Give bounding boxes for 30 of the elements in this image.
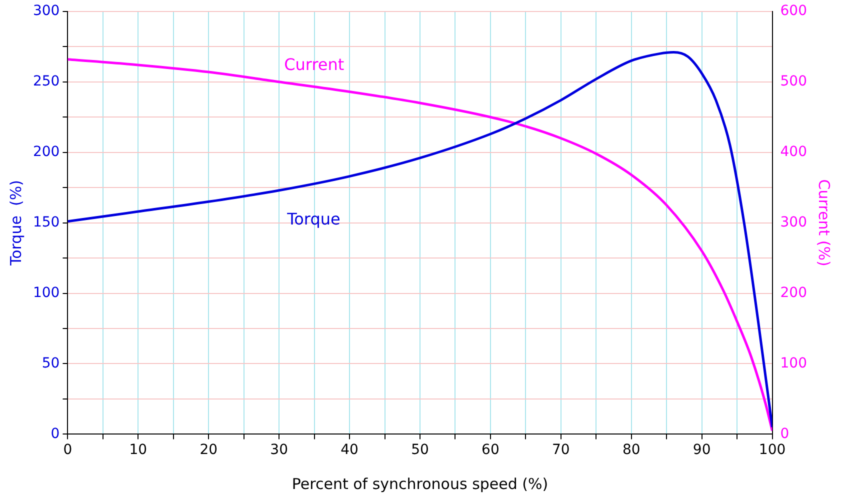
y2-tick-label: 0 bbox=[780, 426, 790, 442]
y-tick-label: 100 bbox=[32, 284, 60, 301]
x-tick-label: 100 bbox=[758, 442, 786, 458]
x-tick-label: 50 bbox=[411, 442, 429, 458]
x-tick-label: 80 bbox=[622, 442, 640, 458]
y2-tick-label: 200 bbox=[780, 284, 808, 301]
y2-axis-title: Current (%) bbox=[815, 179, 834, 266]
x-tick-label: 20 bbox=[200, 442, 218, 458]
y-tick-label: 0 bbox=[50, 426, 60, 442]
y2-tick-label: 300 bbox=[780, 214, 808, 230]
series-label: Current bbox=[284, 55, 344, 74]
x-tick-label: 60 bbox=[482, 442, 500, 458]
x-tick-label: 70 bbox=[552, 442, 570, 458]
x-tick-label: 30 bbox=[270, 442, 288, 458]
y-tick-label: 250 bbox=[32, 74, 60, 90]
y2-tick-label: 400 bbox=[780, 144, 808, 160]
y-axis-title: Torque (%) bbox=[6, 180, 25, 267]
y-tick-label: 150 bbox=[32, 214, 60, 230]
x-tick-label: 40 bbox=[340, 442, 358, 458]
x-tick-label: 10 bbox=[129, 442, 148, 458]
series-label: Torque bbox=[286, 210, 340, 229]
x-axis-title: Percent of synchronous speed (%) bbox=[292, 474, 548, 493]
x-tick-label: 0 bbox=[63, 442, 72, 458]
y2-tick-label: 500 bbox=[780, 74, 808, 90]
y-tick-label: 200 bbox=[32, 144, 60, 160]
x-tick-label: 90 bbox=[692, 442, 711, 458]
y-tick-label: 50 bbox=[42, 355, 60, 372]
y2-tick-label: 600 bbox=[780, 3, 808, 20]
y-tick-label: 300 bbox=[32, 3, 60, 20]
y2-tick-label: 100 bbox=[780, 355, 808, 372]
